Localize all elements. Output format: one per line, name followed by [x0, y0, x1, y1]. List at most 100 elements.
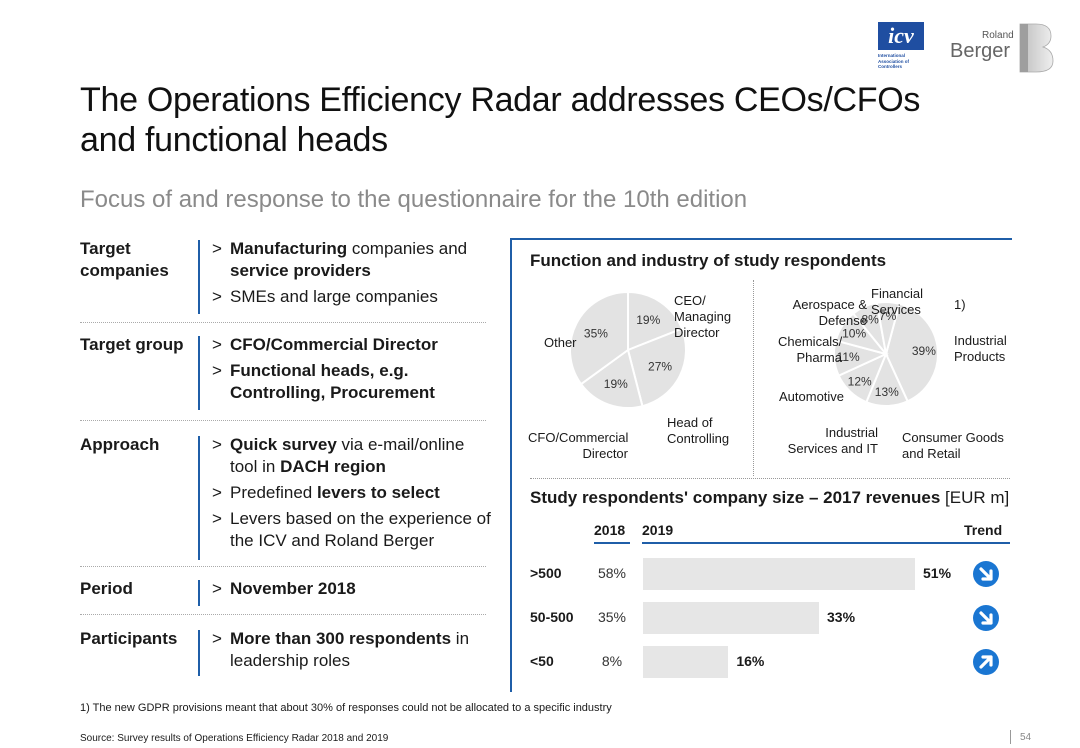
pie-slice	[884, 302, 939, 403]
pie-value-label: 35%	[584, 327, 608, 341]
col-header-2018: 2018	[594, 522, 626, 538]
info-row-items: November 2018	[212, 578, 492, 604]
size-category-label: >500	[530, 565, 562, 581]
icv-logo-subtitle: International Association of Controllers	[878, 53, 910, 69]
info-item-text: service providers	[230, 261, 371, 280]
info-item-text: More than 300 respondents	[230, 629, 452, 648]
info-item: Levers based on the experience of the IC…	[212, 508, 492, 552]
pie-value-label: 11%	[837, 350, 860, 364]
page-number: 54	[1020, 732, 1032, 743]
col-header-trend: Trend	[964, 522, 1003, 538]
info-item-text: DACH region	[280, 457, 386, 476]
source-note: Source: Survey results of Operations Eff…	[80, 733, 389, 744]
info-item: November 2018	[212, 578, 492, 600]
col-header-trend-underline	[964, 542, 1010, 544]
respondents-panel	[510, 238, 1012, 692]
info-item-text: November 2018	[230, 579, 356, 598]
bar-2019	[643, 646, 729, 678]
trend-up-icon	[972, 648, 1000, 676]
info-item: Predefined levers to select	[212, 482, 492, 504]
pie-slice	[569, 290, 629, 386]
pie-value-label: 10%	[842, 326, 866, 340]
pie-value-label: 13%	[875, 385, 899, 399]
value-2019: 51%	[923, 565, 952, 581]
pie-slice	[579, 348, 644, 409]
info-row-label: Approach	[80, 435, 160, 454]
icv-logo-mark: icv	[878, 22, 924, 50]
info-item-text: Levers based on the experience of the IC…	[230, 509, 491, 550]
info-row-divider	[198, 336, 200, 410]
bar-2019	[643, 602, 819, 634]
pie-value-label: 8%	[862, 312, 880, 326]
pie-category-label: CEO/ Managing Director	[674, 293, 732, 340]
bar-2019	[643, 558, 915, 590]
info-item: SMEs and large companies	[212, 286, 492, 308]
pie-category-label: Automotive	[779, 389, 845, 404]
col-header-2019: 2019	[642, 522, 674, 538]
pie-category-label: Other	[544, 335, 577, 350]
roland-berger-b-icon	[1019, 23, 1054, 73]
info-row-divider	[198, 436, 200, 560]
info-item: Functional heads, e.g. Controlling, Proc…	[212, 360, 492, 404]
info-row-divider	[198, 240, 200, 314]
company-size-unit: [EUR m]	[940, 488, 1010, 507]
info-item-text: Predefined	[230, 483, 317, 502]
row-separator	[80, 566, 486, 567]
pie-charts: 19% 27% 19% 35% 39% 13%12% 11% 10%8% 7%	[569, 290, 939, 409]
footnote: 1) The new GDPR provisions meant that ab…	[80, 702, 612, 714]
trend-down-icon	[972, 604, 1000, 632]
pie-value-label: 19%	[604, 377, 628, 391]
pie-slice	[626, 327, 687, 408]
pie-category-label: Aerospace & Defense	[792, 297, 867, 328]
row-separator	[80, 322, 486, 323]
roland-berger-logo-text: Berger	[950, 40, 1011, 62]
value-2018: 35%	[597, 609, 627, 625]
pie-value-label: 12%	[848, 374, 872, 388]
row-separator	[80, 614, 486, 615]
pie-category-label: CFO/Commercial Director	[528, 430, 629, 461]
info-row-divider	[198, 630, 200, 676]
value-2019: 16%	[736, 653, 765, 669]
info-item-text: CFO/Commercial Director	[230, 335, 438, 354]
pie-value-label: 7%	[879, 309, 897, 323]
panel-separator	[530, 478, 1010, 479]
pie-value-label: 27%	[648, 359, 672, 373]
roland-berger-logo-small: Roland	[982, 30, 1014, 41]
pie-category-label: Consumer Goods and Retail	[902, 430, 1004, 461]
info-item-text: in leadership roles	[230, 629, 470, 670]
pie-category-label: Financial Services	[871, 286, 924, 317]
pie-category-label: Industrial Services and IT	[787, 425, 878, 456]
value-2018: 58%	[597, 565, 627, 581]
info-row-label: Participants	[80, 629, 178, 648]
value-2019: 33%	[827, 609, 856, 625]
pie-category-label: Chemicals/ Pharma	[778, 334, 843, 365]
info-row-items: CFO/Commercial Director Functional heads,…	[212, 334, 492, 408]
info-row-items: Manufacturing companies and service prov…	[212, 238, 492, 312]
pie-divider	[753, 280, 754, 476]
info-row-items: More than 300 respondents in leadership …	[212, 628, 492, 676]
page-number-divider	[1010, 730, 1011, 744]
value-2018: 8%	[601, 653, 623, 669]
info-row-items: Quick survey via e-mail/online tool in D…	[212, 434, 492, 556]
info-item: Manufacturing companies and service prov…	[212, 238, 492, 282]
size-category-label: 50-500	[530, 609, 574, 625]
page-title: The Operations Efficiency Radar addresse…	[80, 81, 921, 159]
company-size-title: Study respondents' company size – 2017 r…	[530, 488, 1009, 508]
info-item-text: Quick survey	[230, 435, 337, 454]
pie-value-label: 19%	[636, 313, 660, 327]
row-separator	[80, 420, 486, 421]
info-row-label: Target companies	[80, 239, 169, 280]
info-item: Quick survey via e-mail/online tool in D…	[212, 434, 492, 478]
info-row-divider	[198, 580, 200, 606]
company-size-title-bold: Study respondents' company size – 2017 r…	[530, 488, 941, 507]
info-item: CFO/Commercial Director	[212, 334, 492, 356]
trend-down-icon	[972, 560, 1000, 588]
col-header-2018-underline	[594, 542, 630, 544]
pie-value-label: 39%	[912, 344, 936, 358]
pie-slice	[875, 301, 901, 355]
size-category-label: <50	[530, 653, 554, 669]
info-item-text: companies and	[347, 239, 468, 258]
panel-title-function-industry: Function and industry of study responden…	[530, 251, 887, 270]
info-row-label: Period	[80, 579, 133, 598]
pie-category-label: Industrial Products	[954, 333, 1007, 364]
